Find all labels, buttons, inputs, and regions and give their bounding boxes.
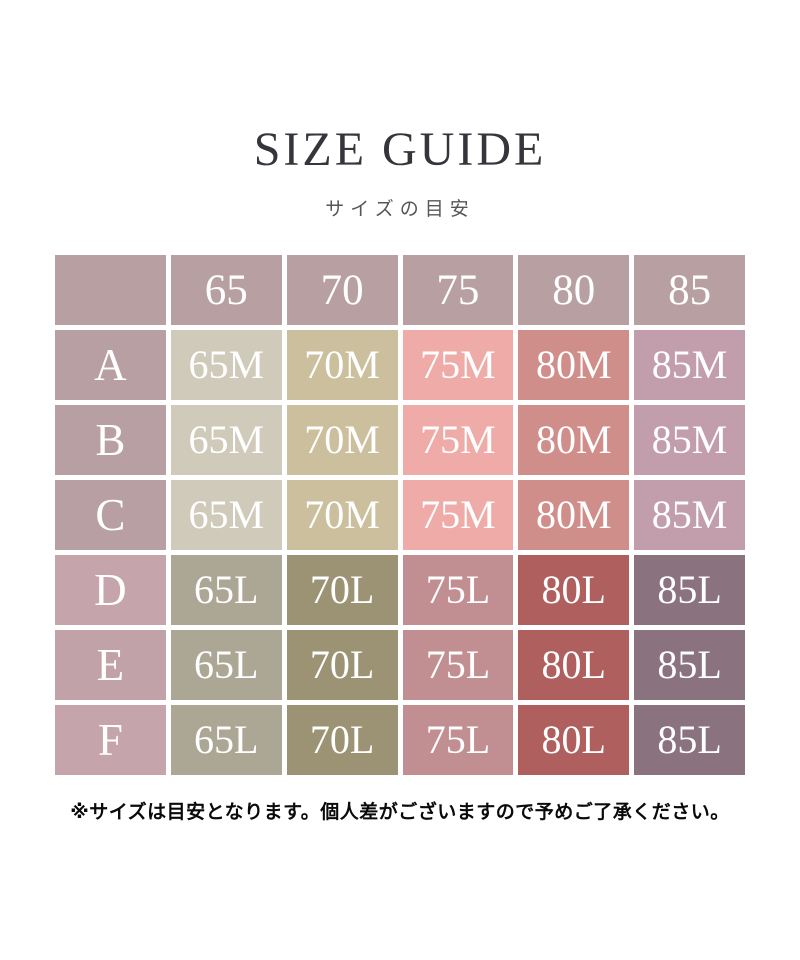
size-cell: 70L	[286, 555, 398, 625]
size-cell: 70M	[286, 330, 398, 400]
column-header-cell: 80	[518, 255, 630, 325]
size-cell: 85L	[634, 555, 745, 625]
size-cell: 70L	[286, 630, 398, 700]
size-cell: 80L	[518, 705, 630, 775]
row-label-cell: E	[55, 630, 166, 700]
page-subtitle: サイズの目安	[325, 199, 475, 220]
footer-note: ※サイズは目安となります。個人差がございますので予めご了承ください。	[70, 802, 730, 823]
row-label-cell: A	[55, 330, 166, 400]
size-cell: 70L	[286, 705, 398, 775]
column-header-cell: 75	[402, 255, 514, 325]
size-cell: 65M	[170, 405, 282, 475]
row-label-cell: C	[55, 480, 166, 550]
size-cell: 80M	[518, 405, 630, 475]
table-corner-cell	[55, 255, 166, 325]
size-cell: 85M	[634, 480, 745, 550]
row-label-cell: D	[55, 555, 166, 625]
size-cell: 85L	[634, 705, 745, 775]
page-title: SIZE GUIDE	[253, 123, 547, 176]
size-cell: 75M	[402, 330, 514, 400]
size-cell: 80L	[518, 630, 630, 700]
size-cell: 80L	[518, 555, 630, 625]
row-label-cell: B	[55, 405, 166, 475]
row-label-cell: F	[55, 705, 166, 775]
size-cell: 80M	[518, 330, 630, 400]
size-cell: 65M	[170, 480, 282, 550]
size-cell: 85M	[634, 330, 745, 400]
size-cell: 85L	[634, 630, 745, 700]
size-cell: 70M	[286, 480, 398, 550]
size-cell: 80M	[518, 480, 630, 550]
size-cell: 65L	[170, 630, 282, 700]
size-cell: 75L	[402, 705, 514, 775]
size-cell: 85M	[634, 405, 745, 475]
column-header-cell: 65	[170, 255, 282, 325]
size-table: 65 70 75 80 85 A 65M 70M 75M 80M 85M B 65M 70M 75M 80M 8…	[55, 255, 745, 775]
size-cell: 65L	[170, 555, 282, 625]
size-cell: 70M	[286, 405, 398, 475]
size-cell: 65L	[170, 705, 282, 775]
size-cell: 75M	[402, 480, 514, 550]
column-header-cell: 85	[634, 255, 745, 325]
size-cell: 75L	[402, 555, 514, 625]
size-cell: 75M	[402, 405, 514, 475]
column-header-cell: 70	[286, 255, 398, 325]
size-cell: 65M	[170, 330, 282, 400]
size-cell: 75L	[402, 630, 514, 700]
